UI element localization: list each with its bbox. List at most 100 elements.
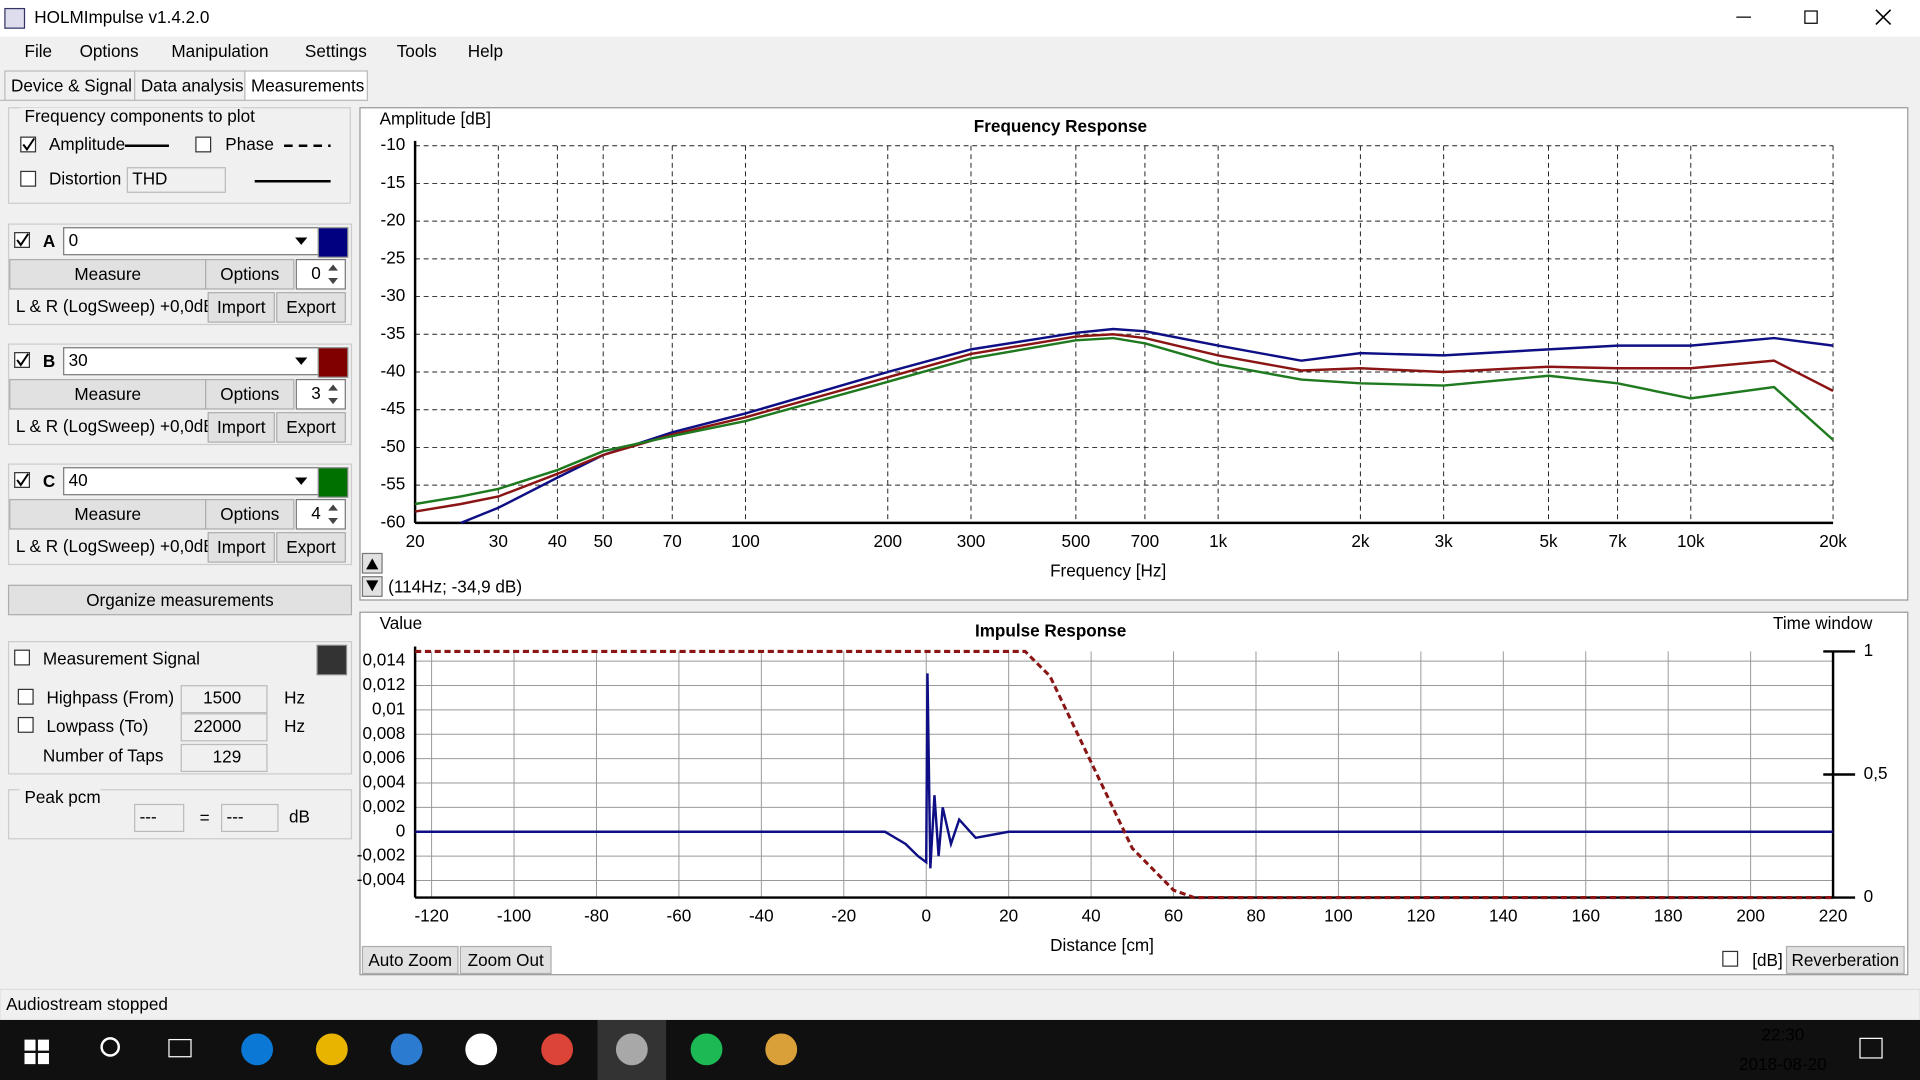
- y-axis-label: Amplitude [dB]: [380, 109, 491, 129]
- checkbox-label[interactable]: Phase: [225, 134, 274, 154]
- menu-item[interactable]: Manipulation: [171, 41, 268, 61]
- data-line: [415, 673, 1834, 869]
- combo[interactable]: [63, 467, 319, 496]
- checkbox-label[interactable]: [dB]: [1752, 950, 1782, 970]
- export-button[interactable]: [276, 532, 346, 563]
- spinner[interactable]: [295, 378, 346, 410]
- combo[interactable]: [63, 347, 319, 376]
- color-swatch[interactable]: [317, 467, 349, 498]
- checkbox[interactable]: [195, 136, 212, 153]
- close-icon: [1875, 9, 1892, 26]
- search-icon[interactable]: [100, 1037, 120, 1057]
- number-input[interactable]: [180, 685, 268, 714]
- color-swatch[interactable]: [317, 347, 349, 378]
- options-button[interactable]: [205, 498, 295, 530]
- color-swatch[interactable]: [317, 227, 349, 258]
- readout: [221, 803, 279, 833]
- menu-item[interactable]: File: [24, 41, 52, 61]
- menu-item[interactable]: Tools: [397, 41, 437, 61]
- measure-button[interactable]: [9, 498, 207, 530]
- taskbar-app-icon[interactable]: [765, 1033, 798, 1066]
- taskbar-app-icon[interactable]: [315, 1033, 348, 1066]
- spinner[interactable]: [295, 258, 346, 290]
- checkbox[interactable]: [1722, 950, 1739, 967]
- taskbar-app-icon[interactable]: [465, 1033, 498, 1066]
- measure-button[interactable]: [9, 258, 207, 290]
- x-tick-label: -80: [584, 906, 609, 926]
- x-tick-label: 70: [663, 531, 682, 551]
- tab-label[interactable]: Measurements: [251, 75, 364, 95]
- tab[interactable]: [4, 70, 136, 102]
- taskbar-app-icon[interactable]: [241, 1033, 274, 1066]
- tab-label[interactable]: Device & Signal: [11, 75, 132, 95]
- taskbar-app-icon[interactable]: [390, 1033, 423, 1066]
- checkbox-label[interactable]: Distortion: [49, 169, 121, 189]
- checkbox[interactable]: [14, 649, 30, 666]
- options-button[interactable]: [205, 378, 295, 410]
- checkbox[interactable]: [20, 170, 37, 187]
- dropdown-arrow: [295, 237, 308, 245]
- tab[interactable]: [244, 70, 368, 102]
- import-button[interactable]: [207, 412, 275, 443]
- combo[interactable]: [63, 227, 319, 256]
- organize-button[interactable]: [7, 584, 353, 616]
- readout-value: ---: [140, 806, 157, 826]
- options-button[interactable]: [205, 258, 295, 290]
- export-button[interactable]: [276, 412, 346, 443]
- checkbox-label[interactable]: Highpass (From): [47, 688, 175, 708]
- checkbox[interactable]: [17, 688, 34, 705]
- checkbox-label[interactable]: Lowpass (To): [47, 716, 149, 736]
- menu-item[interactable]: Help: [468, 41, 503, 61]
- number-input[interactable]: [180, 743, 268, 773]
- checkbox-label[interactable]: Amplitude: [49, 134, 125, 154]
- number-input[interactable]: [180, 713, 268, 742]
- import-button[interactable]: [207, 532, 275, 563]
- status-text: Audiostream stopped: [6, 994, 168, 1014]
- group-box: [7, 223, 353, 326]
- checkbox-label[interactable]: Measurement Signal: [43, 649, 200, 669]
- reverberation-button[interactable]: [1785, 945, 1905, 975]
- x-tick-label: 80: [1246, 906, 1265, 926]
- window-title: HOLMImpulse v1.4.2.0: [34, 7, 209, 27]
- y-tick-label: -50: [381, 436, 406, 456]
- arrow-icon: [366, 558, 379, 570]
- tab-label[interactable]: Data analysis: [141, 75, 244, 95]
- x-tick-label: 200: [873, 531, 902, 551]
- group-title-bg: [19, 107, 243, 125]
- taskbar-app-icon[interactable]: [541, 1033, 574, 1066]
- spinner-value: 0: [311, 263, 321, 283]
- zoom-out-button[interactable]: [459, 945, 552, 975]
- dropdown[interactable]: [126, 167, 226, 193]
- menu-item[interactable]: Options: [80, 41, 139, 61]
- x-tick-label: 0: [921, 906, 931, 926]
- import-button[interactable]: [207, 292, 275, 323]
- x-tick-label: 3k: [1435, 531, 1454, 551]
- x-tick-label: 100: [1324, 906, 1353, 926]
- measurement-letter: A: [43, 231, 55, 251]
- x-tick-label: 30: [489, 531, 508, 551]
- menu-item[interactable]: Settings: [305, 41, 367, 61]
- combo-value: 0: [69, 230, 79, 250]
- y2-tick-label: 1: [1864, 640, 1874, 660]
- task-view-icon[interactable]: [168, 1038, 192, 1058]
- taskbar-app-icon[interactable]: [690, 1033, 723, 1066]
- notification-icon[interactable]: [1859, 1037, 1883, 1059]
- options-button-label: Options: [220, 264, 279, 284]
- x-tick-label: 5k: [1539, 531, 1558, 551]
- start-icon[interactable]: [24, 1039, 49, 1065]
- checkbox[interactable]: [17, 716, 34, 733]
- color-swatch[interactable]: [316, 644, 348, 676]
- x-tick-label: 60: [1164, 906, 1183, 926]
- spinner[interactable]: [295, 498, 346, 530]
- x-tick-label: 140: [1489, 906, 1518, 926]
- auto-zoom-button[interactable]: [361, 945, 459, 975]
- taskbar-app-icon[interactable]: [615, 1033, 648, 1066]
- measure-button[interactable]: [9, 378, 207, 410]
- auto-zoom-button-label: Auto Zoom: [368, 950, 452, 970]
- active-app-highlight: [597, 1020, 667, 1080]
- x-tick-label: 120: [1407, 906, 1436, 926]
- export-button[interactable]: [276, 292, 346, 323]
- y-tick-label: -0,002: [357, 845, 406, 865]
- x-tick-label: -20: [831, 906, 856, 926]
